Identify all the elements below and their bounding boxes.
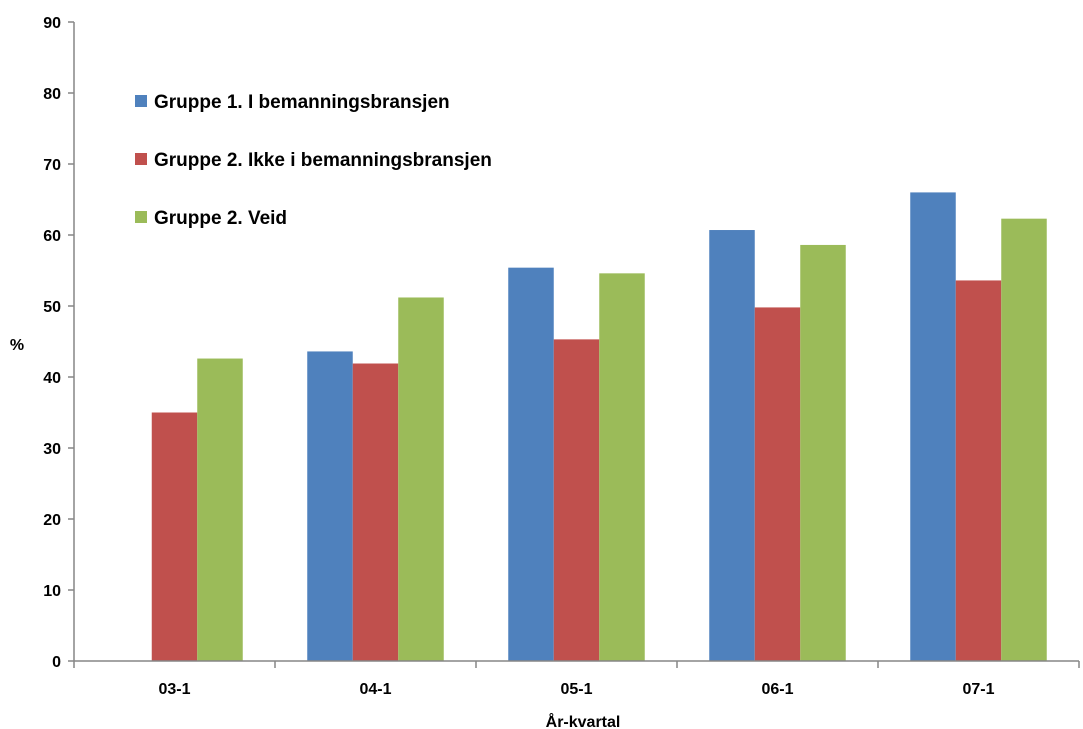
bar-05-1-series-2 [553, 339, 600, 661]
bar-05-1-series-1 [508, 267, 554, 661]
bar-04-1-series-2 [352, 363, 399, 661]
bar-04-1-series-1 [307, 351, 353, 661]
y-tick-label: 0 [52, 654, 61, 671]
x-tick-label: 06-1 [761, 681, 793, 698]
x-tick-label: 03-1 [158, 681, 190, 698]
y-tick-label: 50 [43, 299, 61, 316]
bar-04-1-series-3 [398, 297, 444, 661]
y-tick-label: 60 [43, 228, 61, 245]
x-tick-label: 07-1 [962, 681, 994, 698]
legend-swatch-3 [135, 211, 147, 223]
bar-07-1-series-2 [955, 280, 1002, 661]
x-tick-label: 04-1 [359, 681, 391, 698]
y-tick-label: 30 [43, 441, 61, 458]
legend-swatch-1 [135, 95, 147, 107]
bar-06-1-series-2 [754, 307, 801, 661]
y-axis-title: % [10, 337, 24, 354]
legend-label-3: Gruppe 2. Veid [154, 208, 287, 229]
bar-06-1-series-1 [709, 230, 755, 661]
y-tick-label: 20 [43, 512, 61, 529]
bars-layer [151, 192, 1047, 662]
bar-06-1-series-3 [800, 244, 846, 661]
y-tick-label: 40 [43, 370, 61, 387]
y-tick-label: 70 [43, 157, 61, 174]
legend-label-2: Gruppe 2. Ikke i bemanningsbransjen [154, 150, 492, 171]
x-axis-title: År-kvartal [546, 712, 621, 729]
legend-swatch-2 [135, 153, 147, 165]
bar-07-1-series-1 [910, 192, 956, 661]
y-tick-label: 90 [43, 15, 61, 32]
legend-label-1: Gruppe 1. I bemanningsbransjen [154, 92, 450, 113]
x-ticks-layer: 03-1 04-1 05-1 06-1 07-1 [73, 661, 1080, 698]
bar-07-1-series-3 [1001, 218, 1047, 662]
bar-03-1-series-3 [197, 358, 243, 661]
legend: Gruppe 1. I bemanningsbransjen Gruppe 2. … [135, 92, 492, 229]
bar-03-1-series-2 [151, 412, 198, 661]
y-ticks-layer: 0 10 20 30 40 50 60 70 80 90 [43, 15, 74, 671]
bar-05-1-series-3 [599, 273, 645, 661]
y-tick-label: 80 [43, 86, 61, 103]
y-tick-label: 10 [43, 583, 61, 600]
x-tick-label: 05-1 [560, 681, 592, 698]
